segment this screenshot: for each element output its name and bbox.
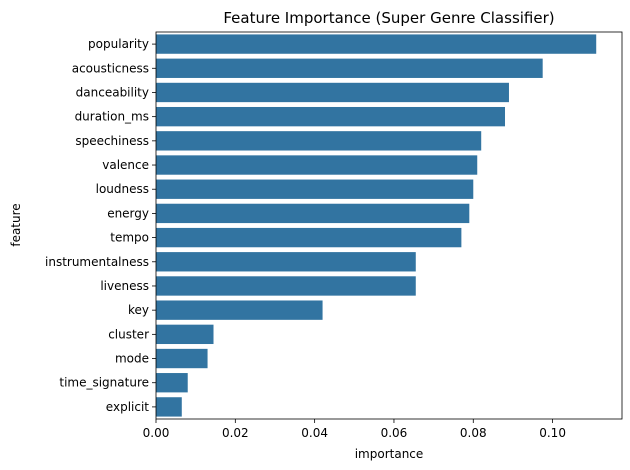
y-tick-label: danceability <box>76 85 149 99</box>
x-tick-label: 0.00 <box>143 426 170 440</box>
y-tick-label: cluster <box>108 327 149 341</box>
y-tick-label: loudness <box>96 182 149 196</box>
y-tick-label: instrumentalness <box>45 255 149 269</box>
y-tick-label: valence <box>102 158 149 172</box>
x-tick-label: 0.06 <box>381 426 408 440</box>
bar-acousticness <box>156 58 543 78</box>
bar-tempo <box>156 227 462 248</box>
y-tick-label: time_signature <box>59 376 149 390</box>
bars-group <box>156 34 597 417</box>
plot-frame <box>155 31 623 420</box>
bar-key <box>156 300 323 320</box>
y-tick-label: speechiness <box>75 134 149 148</box>
y-tick-label: duration_ms <box>75 110 149 124</box>
bar-duration-ms <box>156 106 506 127</box>
x-axis-label: importance <box>355 447 424 461</box>
bar-explicit <box>156 397 182 417</box>
y-tick-label: explicit <box>106 400 149 414</box>
bar-popularity <box>156 34 597 54</box>
y-tick-label: liveness <box>100 279 149 293</box>
bar-speechiness <box>156 131 482 151</box>
bar-loudness <box>156 179 474 199</box>
y-ticks-group: popularity acousticness danceability durati… <box>45 37 156 414</box>
x-tick-label: 0.02 <box>222 426 249 440</box>
y-axis-label: feature <box>9 203 23 246</box>
y-tick-label: energy <box>107 206 149 220</box>
x-tick-label: 0.04 <box>301 426 328 440</box>
y-tick-label: key <box>128 303 149 317</box>
x-tick-label: 0.08 <box>460 426 487 440</box>
y-tick-label: acousticness <box>72 61 149 75</box>
bar-liveness <box>156 276 416 296</box>
x-ticks-group: 0.00 0.02 0.04 0.06 0.08 0.10 <box>143 419 566 440</box>
bar-cluster <box>156 324 214 345</box>
y-tick-label: mode <box>115 352 149 366</box>
bar-valence <box>156 155 478 175</box>
y-tick-label: tempo <box>110 231 149 245</box>
bar-instrumentalness <box>156 252 416 272</box>
bar-energy <box>156 203 470 224</box>
bar-time-signature <box>156 373 188 393</box>
x-tick-label: 0.10 <box>539 426 566 440</box>
y-tick-label: popularity <box>88 37 149 51</box>
bar-mode <box>156 348 208 369</box>
bar-danceability <box>156 82 509 103</box>
chart-title: Feature Importance (Super Genre Classifi… <box>223 9 554 27</box>
